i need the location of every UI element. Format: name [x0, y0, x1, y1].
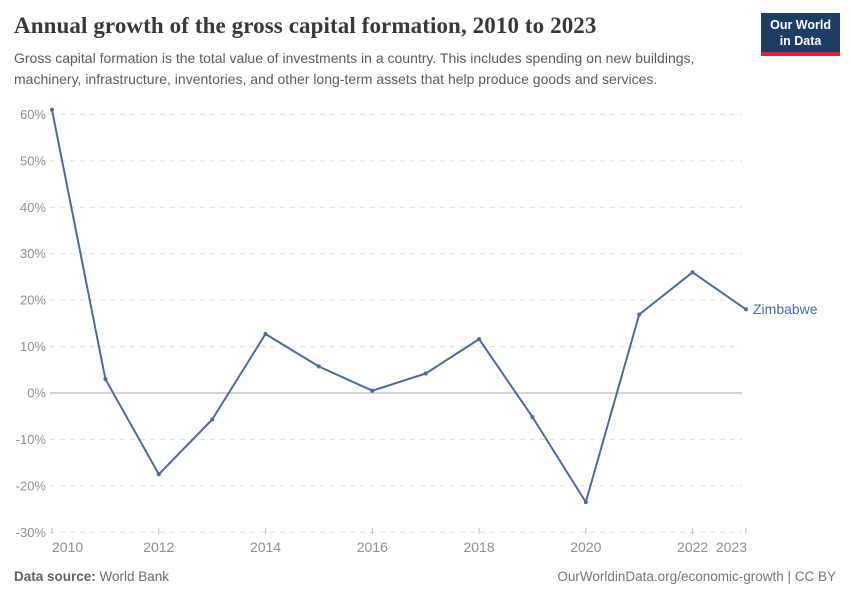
y-axis-label: 20%	[20, 293, 46, 308]
x-axis-label: 2018	[463, 539, 494, 555]
data-point-2012	[156, 472, 161, 477]
data-point-2023	[744, 307, 748, 312]
data-point-2018	[477, 337, 482, 342]
data-point-2015	[316, 364, 321, 369]
x-axis-label: 2014	[250, 539, 281, 555]
y-axis-labels: 60% 50% 40% 30% 20% 10% 0% -10% -20% -30%	[16, 107, 47, 540]
data-point-2010	[50, 107, 54, 112]
y-axis-label: -20%	[16, 478, 47, 493]
zimbabwe-line	[51, 108, 747, 504]
data-source-label: Data source:	[14, 569, 96, 584]
y-axis-label: 50%	[20, 153, 46, 168]
data-point-2014	[263, 332, 268, 336]
data-point-2013	[210, 417, 215, 422]
chart-title: Annual growth of the gross capital forma…	[14, 13, 597, 38]
x-axis-label: 2012	[143, 539, 174, 555]
chart-subtitle-line2: machinery, infrastructure, inventories, …	[14, 70, 658, 87]
x-axis-label: 2023	[716, 539, 747, 555]
chart-footer: Data source: World Bank OurWorldinData.o…	[14, 569, 836, 584]
data-source: Data source: World Bank	[14, 569, 169, 584]
x-axis-labels: 2010 2012 2014 2016 2018 2020 2022 2023	[51, 528, 747, 555]
y-axis-label: 10%	[20, 339, 46, 354]
data-point-2011	[103, 377, 108, 382]
owid-logo-line2: in Data	[779, 33, 822, 48]
series-label-zimbabwe: Zimbabwe	[753, 301, 818, 317]
data-point-2019	[530, 415, 535, 420]
chart-header: Annual growth of the gross capital forma…	[14, 12, 755, 90]
y-axis-label: 30%	[20, 246, 46, 261]
owid-logo-line1: Our World	[770, 18, 831, 32]
y-gridlines	[50, 113, 742, 533]
data-point-2020	[583, 500, 588, 505]
data-point-2022	[690, 270, 695, 275]
y-axis-label: 0%	[27, 386, 46, 401]
chart-subtitle-line1: Gross capital formation is the total val…	[14, 49, 695, 66]
x-axis-label: 2016	[357, 539, 388, 555]
chart-subtitle: Gross capital formation is the total val…	[14, 48, 755, 90]
x-axis-label: 2022	[677, 539, 708, 555]
credit-line: OurWorldinData.org/economic-growth | CC …	[557, 569, 836, 584]
y-axis-label: -10%	[16, 432, 47, 447]
y-axis-label: 60%	[20, 107, 46, 122]
y-axis-label: -30%	[16, 525, 47, 540]
data-source-value: World Bank	[95, 569, 170, 584]
data-point-2016	[370, 388, 375, 393]
data-point-2017	[423, 371, 428, 376]
y-axis-label: 40%	[20, 200, 46, 215]
x-axis-label: 2020	[570, 539, 601, 555]
x-axis-label: 2010	[52, 539, 83, 555]
data-point-2021	[637, 312, 642, 317]
owid-logo: Our World in Data	[761, 13, 840, 57]
